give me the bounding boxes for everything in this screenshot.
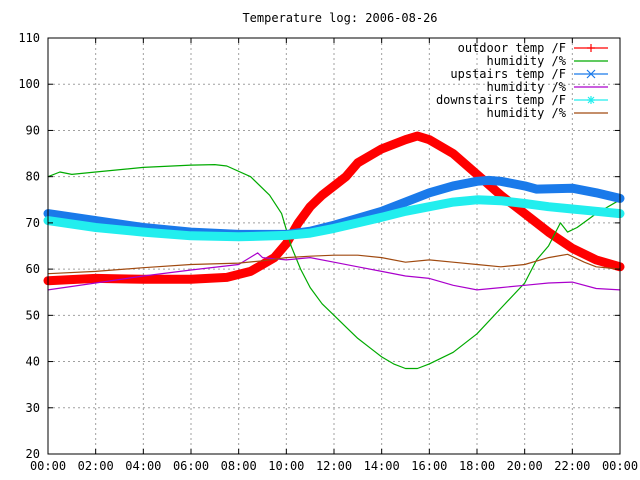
x-tick-label: 08:00 (221, 459, 257, 473)
x-tick-label: 18:00 (459, 459, 495, 473)
legend-label: humidity /% (487, 54, 567, 68)
y-tick-label: 70 (26, 216, 40, 230)
series-line-2 (47, 164, 621, 370)
series-lines (43, 131, 625, 370)
series-line-5 (43, 195, 625, 242)
series-line-1 (43, 131, 625, 286)
legend-marker-plus (587, 44, 595, 52)
y-tick-label: 20 (26, 447, 40, 461)
y-axis-ticks: 20 30 40 50 60 70 80 90 100 110 (18, 31, 620, 461)
x-tick-label: 06:00 (173, 459, 209, 473)
legend-label: upstairs temp /F (450, 67, 566, 81)
x-tick-label: 02:00 (78, 459, 114, 473)
x-tick-label: 12:00 (316, 459, 352, 473)
chart-title: Temperature log: 2006-08-26 (242, 11, 437, 25)
x-tick-label: 10:00 (268, 459, 304, 473)
legend-label: humidity /% (487, 80, 567, 94)
legend-label: downstairs temp /F (436, 93, 566, 107)
y-tick-label: 90 (26, 123, 40, 137)
legend-label: humidity /% (487, 106, 567, 120)
x-tick-label: 22:00 (554, 459, 590, 473)
y-tick-label: 50 (26, 308, 40, 322)
x-tick-label: 16:00 (411, 459, 447, 473)
y-tick-label: 110 (18, 31, 40, 45)
y-tick-label: 60 (26, 262, 40, 276)
legend-marker-x (586, 69, 596, 79)
x-tick-label: 04:00 (125, 459, 161, 473)
x-tick-label: 20:00 (507, 459, 543, 473)
legend-marker-star (587, 96, 595, 104)
y-tick-label: 100 (18, 77, 40, 91)
x-tick-label: 14:00 (364, 459, 400, 473)
x-tick-label: 00:00 (30, 459, 66, 473)
x-tick-label: 00:00 (602, 459, 638, 473)
x-axis-ticks: 00:00 02:00 04:00 06:00 08:00 10:00 12:00 14:00… (30, 38, 638, 473)
series-line-4 (47, 252, 621, 291)
y-tick-label: 40 (26, 355, 40, 369)
grid-lines (48, 38, 620, 454)
series-line-6 (47, 253, 621, 275)
legend-label: outdoor temp /F (458, 41, 566, 55)
y-tick-label: 30 (26, 401, 40, 415)
y-tick-label: 80 (26, 170, 40, 184)
